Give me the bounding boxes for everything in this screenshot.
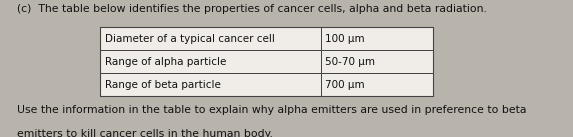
Text: Range of beta particle: Range of beta particle xyxy=(105,80,221,90)
Bar xyxy=(100,27,433,96)
Text: Diameter of a typical cancer cell: Diameter of a typical cancer cell xyxy=(105,34,274,44)
Bar xyxy=(100,27,321,50)
Bar xyxy=(100,73,321,96)
Bar xyxy=(321,50,433,73)
Text: Range of alpha particle: Range of alpha particle xyxy=(105,57,226,67)
Text: Use the information in the table to explain why alpha emitters are used in prefe: Use the information in the table to expl… xyxy=(17,105,527,115)
Bar xyxy=(100,50,321,73)
Text: 100 μm: 100 μm xyxy=(325,34,365,44)
Text: (c)  The table below identifies the properties of cancer cells, alpha and beta r: (c) The table below identifies the prope… xyxy=(17,4,487,14)
Bar xyxy=(321,27,433,50)
Text: 700 μm: 700 μm xyxy=(325,80,365,90)
Text: 50-70 μm: 50-70 μm xyxy=(325,57,375,67)
Bar xyxy=(321,73,433,96)
Text: emitters to kill cancer cells in the human body.: emitters to kill cancer cells in the hum… xyxy=(17,129,273,137)
